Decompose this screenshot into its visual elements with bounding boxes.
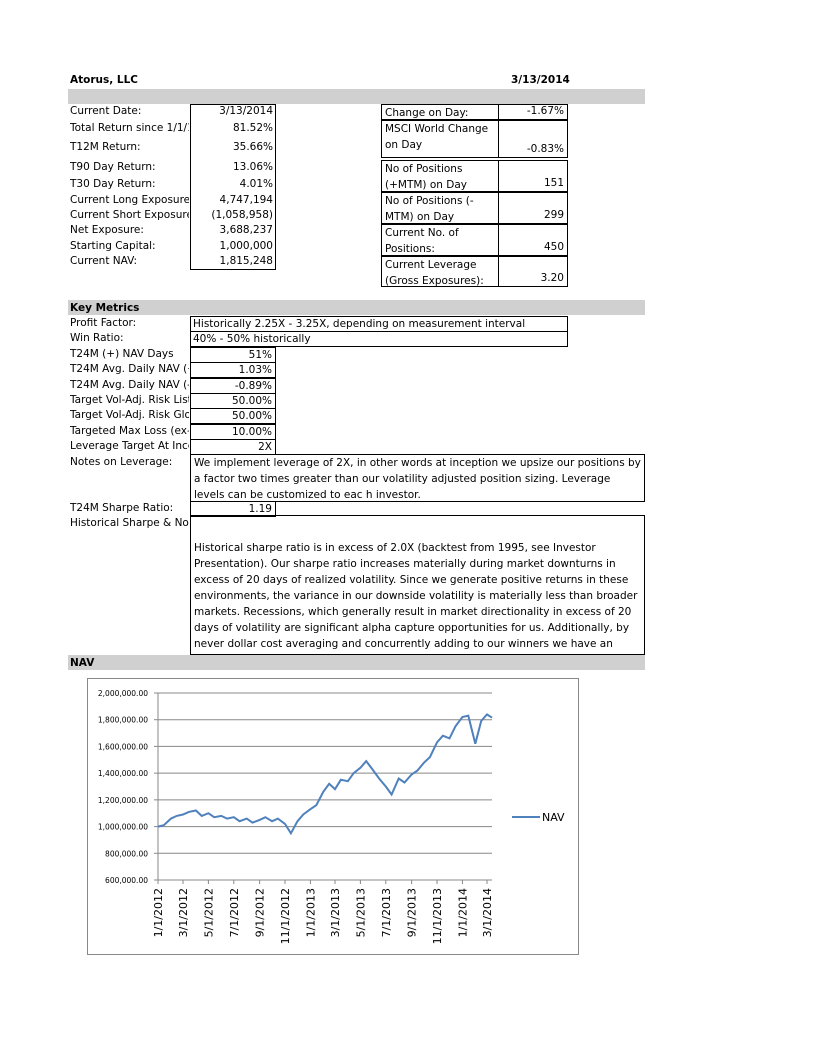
summary-value: 13.06% xyxy=(232,161,273,173)
summary-value: 35.66% xyxy=(232,141,273,153)
summary-label: T30 Day Return: xyxy=(70,178,156,190)
x-tick-label: 7/1/2012 xyxy=(228,888,241,937)
header-bar xyxy=(68,89,645,104)
y-tick-label: 600,000.00 xyxy=(105,876,148,885)
metric-value: Historically 2.25X - 3.25X, depending on… xyxy=(190,316,568,332)
y-tick-label: 2,000,000.00 xyxy=(98,689,148,698)
summary-value: 4,747,194 xyxy=(219,194,273,206)
metric-value: 51% xyxy=(190,346,276,363)
summary-label: Current Long Exposure @ xyxy=(70,194,189,206)
metric-label: Win Ratio: xyxy=(70,332,124,345)
summary-label: T90 Day Return: xyxy=(70,161,156,173)
metric-label: Targeted Max Loss (ex-Le xyxy=(70,424,189,437)
x-tick-label: 7/1/2013 xyxy=(380,888,393,937)
metric-value: 10.00% xyxy=(190,423,276,440)
x-tick-label: 5/1/2012 xyxy=(202,888,215,937)
metric-label: Target Vol-Adj. Risk Liste xyxy=(70,394,189,406)
summary-value: 81.52% xyxy=(232,122,273,134)
metric-value: 1.03% xyxy=(190,362,276,379)
metric-value: -0.89% xyxy=(190,377,276,394)
y-tick-label: 1,800,000.00 xyxy=(98,716,148,725)
company: Atorus, LLC xyxy=(70,74,138,86)
stat-label: MSCI World Change on Day xyxy=(381,120,499,158)
x-tick-label: 1/1/2013 xyxy=(304,888,317,937)
metric-value: 50.00% xyxy=(190,393,276,409)
x-tick-label: 11/1/2012 xyxy=(279,888,292,944)
nav-line xyxy=(157,713,493,836)
metric-label: Profit Factor: xyxy=(70,317,137,329)
x-tick-label: 3/1/2012 xyxy=(177,888,190,937)
metric-label: Target Vol-Adj. Risk Glob xyxy=(70,409,189,422)
y-tick-label: 1,600,000.00 xyxy=(98,742,148,751)
summary-label: Net Exposure: xyxy=(70,224,144,236)
sharpe-value: 1.19 xyxy=(190,501,276,517)
stat-label: No of Positions (+MTM) on Day xyxy=(381,160,499,192)
notes-text: We implement leverage of 2X, in other wo… xyxy=(190,454,645,502)
stat-value: -1.67% xyxy=(498,104,568,120)
summary-label: Current NAV: xyxy=(70,255,138,267)
metric-value: 2X xyxy=(190,439,276,456)
stat-value: 3.20 xyxy=(498,256,568,287)
summary-label: Current Date: xyxy=(70,105,142,117)
x-tick-label: 1/1/2014 xyxy=(456,888,469,937)
report-date: 3/13/2014 xyxy=(511,74,570,86)
metric-label: T24M Avg. Daily NAV (+) xyxy=(70,363,189,376)
x-tick-label: 9/1/2012 xyxy=(254,888,267,937)
notes-text: Historical sharpe ratio is in excess of … xyxy=(190,515,645,655)
sharpe-label: T24M Sharpe Ratio: xyxy=(70,502,174,514)
summary-value: 4.01% xyxy=(239,178,273,190)
stat-label: No of Positions (-MTM) on Day xyxy=(381,192,499,224)
x-tick-label: 9/1/2013 xyxy=(406,888,419,937)
summary-value: 3,688,237 xyxy=(219,224,273,236)
stat-value: -0.83% xyxy=(498,120,568,158)
x-tick-label: 5/1/2013 xyxy=(354,888,367,937)
section-title: Key Metrics xyxy=(68,300,645,315)
summary-label: T12M Return: xyxy=(70,141,141,153)
y-tick-label: 1,000,000.00 xyxy=(98,823,148,832)
x-tick-label: 3/1/2014 xyxy=(481,888,494,937)
summary-label: Total Return since 1/1/1 xyxy=(70,122,189,134)
summary-label: Starting Capital: xyxy=(70,240,156,252)
stat-label: Current Leverage (Gross Exposures): xyxy=(381,256,499,287)
notes-label: Notes on Leverage: xyxy=(70,456,173,468)
summary-label: Current Short Exposure ( xyxy=(70,209,189,221)
summary-value: 3/13/2014 xyxy=(219,105,273,117)
summary-box xyxy=(190,104,276,270)
summary-value: 1,815,248 xyxy=(219,255,273,267)
summary-value: 1,000,000 xyxy=(219,240,273,252)
stat-value: 299 xyxy=(498,192,568,224)
y-tick-label: 1,400,000.00 xyxy=(98,769,148,778)
chart-frame xyxy=(87,678,579,955)
stat-value: 450 xyxy=(498,224,568,256)
metric-value: 40% - 50% historically xyxy=(190,331,568,348)
y-tick-label: 800,000.00 xyxy=(105,849,148,858)
x-tick-label: 1/1/2012 xyxy=(152,888,165,937)
metric-label: T24M Avg. Daily NAV (-) xyxy=(70,378,189,391)
y-tick-label: 1,200,000.00 xyxy=(98,796,148,805)
stat-label: Change on Day: xyxy=(381,104,499,120)
x-tick-label: 3/1/2013 xyxy=(329,888,342,937)
section-title: NAV xyxy=(68,655,645,670)
stat-value: 151 xyxy=(498,160,568,192)
stat-label: Current No. of Positions: xyxy=(381,224,499,256)
x-tick-label: 11/1/2013 xyxy=(431,888,444,944)
metric-label: Leverage Target At Ince xyxy=(70,440,189,453)
metric-value: 50.00% xyxy=(190,408,276,425)
metric-label: T24M (+) NAV Days xyxy=(70,347,174,360)
notes-label: Historical Sharpe & Note xyxy=(70,517,189,529)
summary-value: (1,058,958) xyxy=(211,209,273,221)
legend-label: NAV xyxy=(542,811,565,824)
